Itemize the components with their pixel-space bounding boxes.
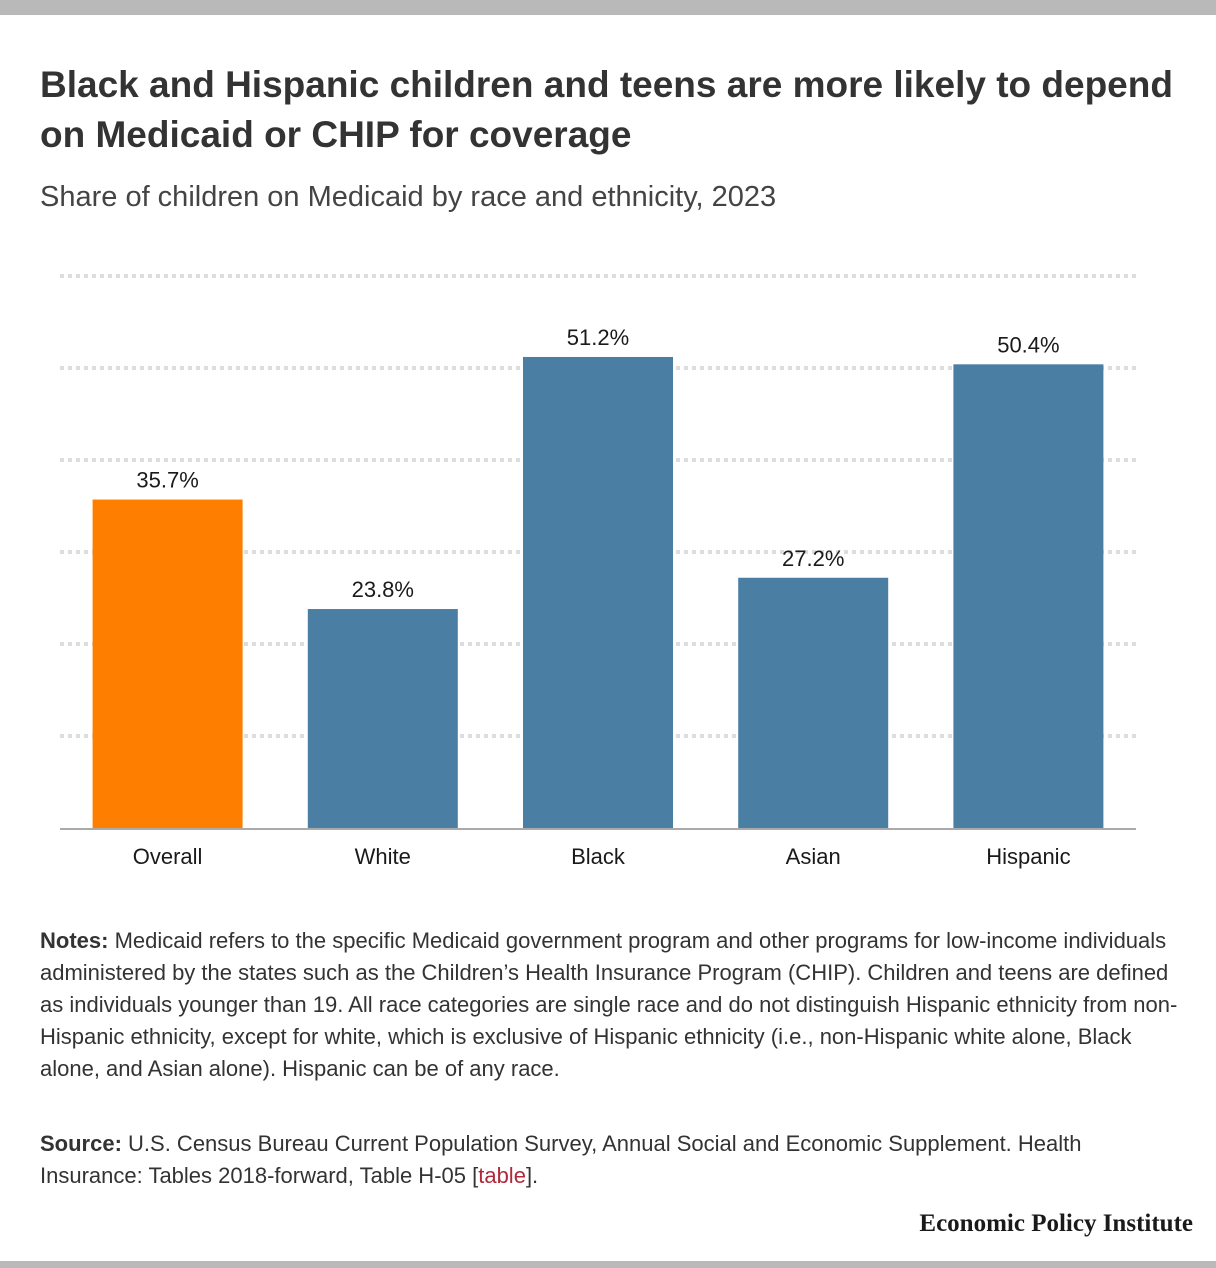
category-label-overall: Overall [133,844,203,869]
value-label-white: 23.8% [352,577,414,602]
bar-asian [738,577,889,828]
bar-black [523,356,673,828]
top-border [0,0,1216,15]
source: Source: U.S. Census Bureau Current Popul… [40,1128,1190,1192]
notes-text: Medicaid refers to the specific Medicaid… [40,928,1178,1081]
source-text: U.S. Census Bureau Current Population Su… [40,1131,1082,1188]
source-label: Source: [40,1131,122,1156]
category-label-white: White [355,844,411,869]
bars [92,356,1104,828]
notes: Notes: Medicaid refers to the specific M… [40,925,1190,1085]
category-label-asian: Asian [786,844,841,869]
chart-subtitle: Share of children on Medicaid by race an… [40,181,777,213]
bar-chart: 35.7% 23.8% 51.2% 27.2% 50.4% Overall White Bl… [60,274,1136,869]
epi-logo: Economic Policy Institute [919,1210,1193,1237]
source-suffix: ]. [525,1163,539,1188]
value-label-hispanic: 50.4% [997,332,1059,357]
bottom-border [0,1261,1216,1268]
bar-white [307,609,458,828]
value-labels: 35.7% 23.8% 51.2% 27.2% 50.4% [136,325,1059,602]
source-table-link[interactable]: table [478,1163,526,1188]
value-label-asian: 27.2% [782,546,844,571]
value-label-overall: 35.7% [136,468,198,493]
category-label-black: Black [571,844,626,869]
notes-label: Notes: [40,928,109,953]
bar-overall [92,499,243,828]
category-label-hispanic: Hispanic [986,844,1070,869]
category-labels: Overall White Black Asian Hispanic [133,844,1071,869]
bar-hispanic [953,364,1104,828]
chart-title: Black and Hispanic children and teens ar… [40,64,1173,155]
value-label-black: 51.2% [567,325,629,350]
